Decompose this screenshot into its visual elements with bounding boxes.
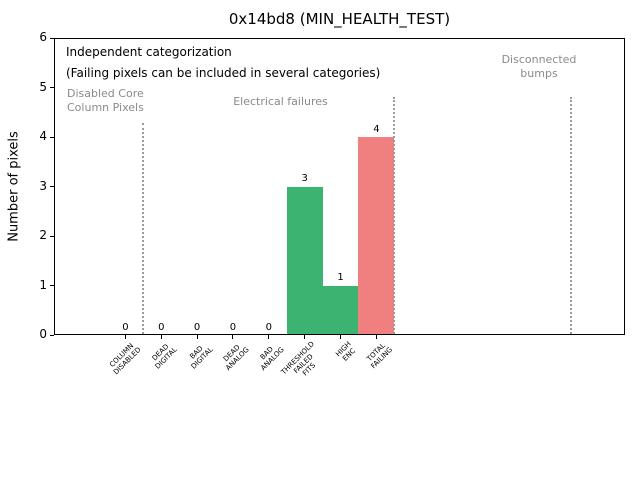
y-tick-mark	[50, 37, 54, 39]
y-tick-label: 6	[39, 30, 47, 44]
section-separator-dotted-line	[393, 97, 395, 334]
y-tick-mark	[50, 186, 54, 187]
x-tick-label: BAD DIGITAL	[188, 344, 215, 371]
x-tick-mark	[340, 335, 342, 339]
section-separator-dotted-line	[570, 97, 572, 334]
x-tick-label: HIGH ENC	[333, 340, 357, 363]
y-tick-label: 3	[39, 178, 47, 193]
y-tick-label: 1	[39, 277, 47, 292]
x-tick-label: COLUMN DISABLED	[108, 341, 143, 377]
annotation-subheading: (Failing pixels can be included in sever…	[66, 66, 381, 80]
x-tick-label: DEAD DIGITAL	[150, 342, 179, 371]
y-tick-label: 0	[39, 327, 47, 341]
y-tick-mark	[50, 235, 54, 237]
section-label-electrical-failures: Electrical failures	[233, 95, 328, 108]
section-label-disabled-core-column-pixels: Disabled Core Column Pixels	[67, 87, 144, 114]
bar-value-label: 3	[301, 173, 308, 184]
bar-high-enc	[322, 285, 359, 334]
bar-total-failing	[358, 137, 395, 334]
section-separator-dotted-line	[142, 123, 144, 334]
annotation-heading: Independent categorization	[66, 45, 232, 59]
section-label-disconnected-bumps: Disconnected bumps	[501, 53, 577, 80]
x-tick-mark	[304, 335, 306, 339]
bar-value-label: 0	[158, 321, 165, 333]
y-tick-mark	[50, 87, 54, 88]
x-tick-label: THRESHOLD FAILED FITS	[280, 340, 318, 378]
bar-value-label: 0	[193, 321, 201, 333]
bar-threshold-failed-fits	[286, 186, 323, 334]
y-tick-label: 2	[39, 228, 47, 242]
x-tick-mark	[268, 335, 270, 339]
x-tick-mark	[375, 335, 377, 339]
y-tick-label: 4	[39, 129, 47, 143]
x-tick-label: DEAD ANALOG	[221, 343, 251, 373]
x-tick-mark	[196, 335, 198, 339]
x-tick-mark	[124, 335, 126, 339]
bar-value-label: 1	[337, 272, 344, 283]
bar-value-label: 0	[265, 321, 272, 333]
bar-value-label: 0	[122, 321, 129, 333]
x-tick-mark	[160, 335, 162, 339]
x-tick-label: TOTAL FAILING	[365, 341, 394, 371]
y-tick-label: 5	[39, 79, 47, 94]
bar-value-label: 0	[229, 321, 237, 333]
x-tick-mark	[232, 335, 234, 339]
bar-value-label: 4	[373, 123, 380, 135]
y-tick-mark	[50, 136, 54, 138]
y-tick-mark	[50, 334, 54, 336]
y-tick-mark	[50, 285, 54, 286]
chart-title: 0x14bd8 (MIN_HEALTH_TEST)	[228, 10, 451, 28]
